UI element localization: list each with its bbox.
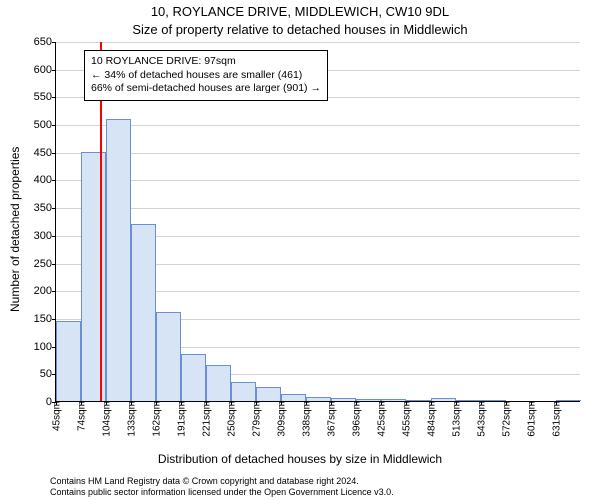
- histogram-bar: [181, 354, 206, 401]
- ytick-label: 250: [34, 258, 56, 270]
- footer: Contains HM Land Registry data © Crown c…: [50, 476, 590, 498]
- ytick-label: 300: [34, 230, 56, 242]
- xtick-label: 631sqm: [550, 401, 563, 437]
- histogram-bar: [281, 394, 306, 401]
- histogram-bar: [206, 365, 231, 401]
- x-axis-label: Distribution of detached houses by size …: [0, 452, 600, 466]
- histogram-bar: [256, 387, 281, 401]
- xtick-label: 309sqm: [275, 401, 288, 437]
- xtick-label: 396sqm: [350, 401, 363, 437]
- ytick-label: 600: [34, 64, 56, 76]
- footer-line1: Contains HM Land Registry data © Crown c…: [50, 476, 590, 487]
- xtick-label: 279sqm: [250, 401, 263, 437]
- xtick-label: 45sqm: [50, 401, 63, 431]
- xtick-label: 104sqm: [100, 401, 113, 437]
- histogram-bar: [131, 224, 156, 401]
- ytick-label: 450: [34, 147, 56, 159]
- gridline: [56, 180, 580, 181]
- xtick-label: 162sqm: [150, 401, 163, 437]
- ytick-label: 650: [34, 36, 56, 48]
- xtick-label: 484sqm: [425, 401, 438, 437]
- xtick-label: 513sqm: [450, 401, 463, 437]
- chart-area: 10 ROYLANCE DRIVE: 97sqm ← 34% of detach…: [55, 42, 580, 402]
- ytick-label: 550: [34, 91, 56, 103]
- ytick-label: 50: [40, 368, 56, 380]
- xtick-label: 601sqm: [525, 401, 538, 437]
- xtick-label: 133sqm: [125, 401, 138, 437]
- histogram-bar: [231, 382, 256, 401]
- ytick-label: 150: [34, 313, 56, 325]
- xtick-label: 191sqm: [175, 401, 188, 437]
- ytick-label: 100: [34, 341, 56, 353]
- y-axis-label: Number of detached properties: [8, 147, 22, 312]
- xtick-label: 221sqm: [200, 401, 213, 437]
- ytick-label: 200: [34, 285, 56, 297]
- gridline: [56, 125, 580, 126]
- gridline: [56, 208, 580, 209]
- annotation-line1: 10 ROYLANCE DRIVE: 97sqm: [91, 55, 321, 69]
- xtick-label: 425sqm: [375, 401, 388, 437]
- gridline: [56, 153, 580, 154]
- xtick-label: 572sqm: [500, 401, 513, 437]
- ytick-label: 350: [34, 202, 56, 214]
- ytick-label: 500: [34, 119, 56, 131]
- histogram-bar: [156, 312, 181, 401]
- histogram-bar: [56, 321, 81, 401]
- footer-line2: Contains public sector information licen…: [50, 487, 590, 498]
- title-address: 10, ROYLANCE DRIVE, MIDDLEWICH, CW10 9DL: [0, 4, 600, 19]
- xtick-label: 338sqm: [300, 401, 313, 437]
- histogram-bar: [106, 119, 131, 401]
- xtick-label: 74sqm: [75, 401, 88, 431]
- annotation-line2: ← 34% of detached houses are smaller (46…: [91, 69, 321, 83]
- annotation-line3: 66% of semi-detached houses are larger (…: [91, 82, 321, 96]
- xtick-label: 250sqm: [225, 401, 238, 437]
- annotation-box: 10 ROYLANCE DRIVE: 97sqm ← 34% of detach…: [84, 50, 328, 101]
- xtick-label: 367sqm: [325, 401, 338, 437]
- xtick-label: 455sqm: [400, 401, 413, 437]
- title-subtitle: Size of property relative to detached ho…: [0, 22, 600, 37]
- ytick-label: 400: [34, 174, 56, 186]
- xtick-label: 543sqm: [475, 401, 488, 437]
- gridline: [56, 42, 580, 43]
